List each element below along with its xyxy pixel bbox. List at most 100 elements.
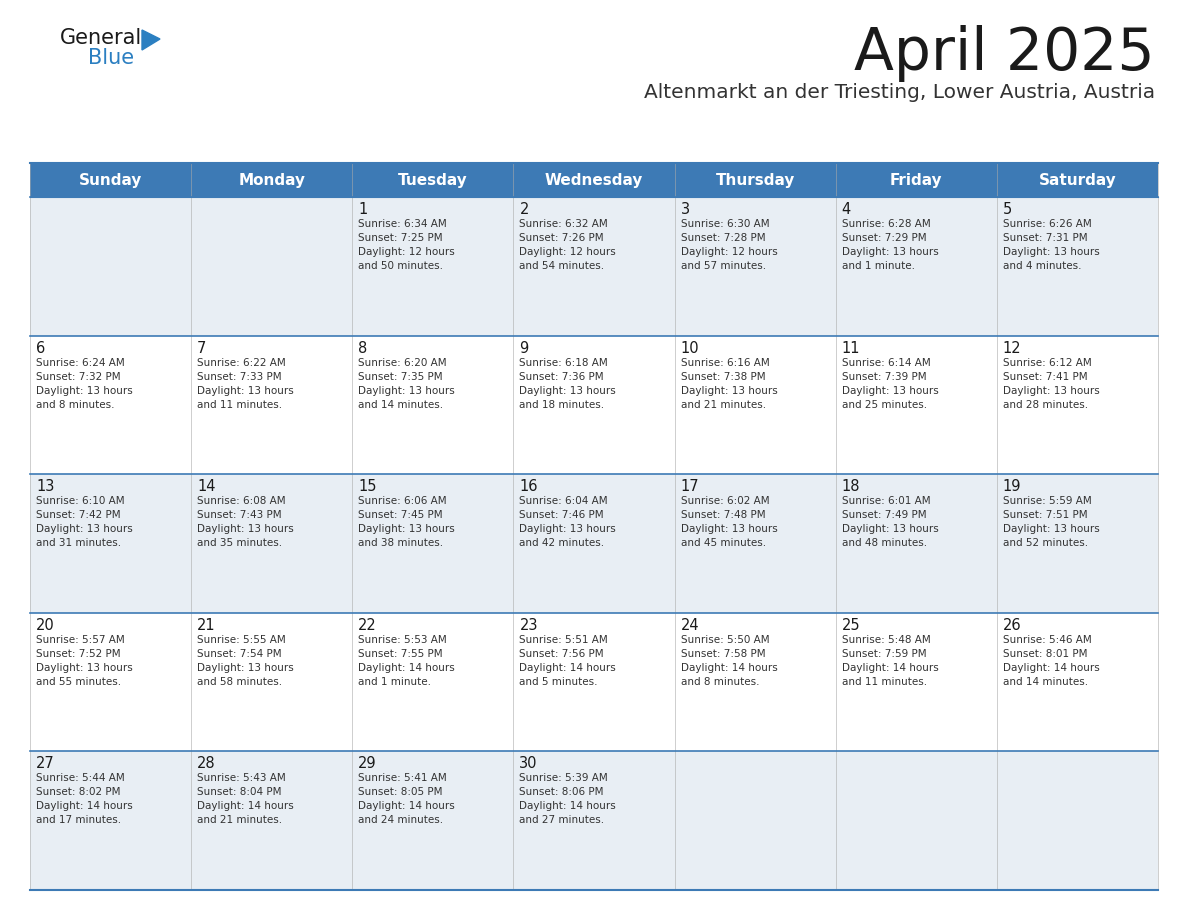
- Bar: [30, 336, 1158, 475]
- Text: Sunset: 7:35 PM: Sunset: 7:35 PM: [359, 372, 443, 382]
- Bar: [30, 475, 1158, 613]
- Text: and 1 minute.: and 1 minute.: [842, 261, 915, 271]
- Text: and 45 minutes.: and 45 minutes.: [681, 538, 766, 548]
- Text: Sunrise: 6:24 AM: Sunrise: 6:24 AM: [36, 358, 125, 367]
- Text: 16: 16: [519, 479, 538, 494]
- Text: Sunset: 7:55 PM: Sunset: 7:55 PM: [359, 649, 443, 659]
- Text: Daylight: 13 hours: Daylight: 13 hours: [197, 524, 293, 534]
- Text: Daylight: 14 hours: Daylight: 14 hours: [519, 801, 617, 812]
- Text: Daylight: 13 hours: Daylight: 13 hours: [1003, 247, 1100, 257]
- Text: Daylight: 13 hours: Daylight: 13 hours: [519, 524, 617, 534]
- Text: and 35 minutes.: and 35 minutes.: [197, 538, 283, 548]
- Text: 10: 10: [681, 341, 700, 355]
- Text: Sunset: 7:38 PM: Sunset: 7:38 PM: [681, 372, 765, 382]
- Text: Sunrise: 5:39 AM: Sunrise: 5:39 AM: [519, 773, 608, 783]
- Text: 6: 6: [36, 341, 45, 355]
- Text: Daylight: 12 hours: Daylight: 12 hours: [359, 247, 455, 257]
- Text: Sunrise: 6:06 AM: Sunrise: 6:06 AM: [359, 497, 447, 506]
- Text: 11: 11: [842, 341, 860, 355]
- Text: Daylight: 13 hours: Daylight: 13 hours: [681, 524, 777, 534]
- Text: and 14 minutes.: and 14 minutes.: [359, 399, 443, 409]
- Text: 20: 20: [36, 618, 55, 633]
- Polygon shape: [143, 30, 160, 50]
- Text: 29: 29: [359, 756, 377, 771]
- Text: and 27 minutes.: and 27 minutes.: [519, 815, 605, 825]
- Text: and 21 minutes.: and 21 minutes.: [681, 399, 766, 409]
- Text: Sunset: 7:29 PM: Sunset: 7:29 PM: [842, 233, 927, 243]
- Text: Daylight: 12 hours: Daylight: 12 hours: [519, 247, 617, 257]
- Text: 19: 19: [1003, 479, 1022, 494]
- Text: 25: 25: [842, 618, 860, 633]
- Text: and 55 minutes.: and 55 minutes.: [36, 677, 121, 687]
- Text: 9: 9: [519, 341, 529, 355]
- Text: 15: 15: [359, 479, 377, 494]
- Text: Sunrise: 5:48 AM: Sunrise: 5:48 AM: [842, 635, 930, 644]
- Text: Sunset: 7:58 PM: Sunset: 7:58 PM: [681, 649, 765, 659]
- Text: Daylight: 14 hours: Daylight: 14 hours: [359, 801, 455, 812]
- Bar: [30, 752, 1158, 890]
- Text: Sunset: 7:56 PM: Sunset: 7:56 PM: [519, 649, 604, 659]
- Text: 13: 13: [36, 479, 55, 494]
- Text: 23: 23: [519, 618, 538, 633]
- Text: Sunrise: 5:53 AM: Sunrise: 5:53 AM: [359, 635, 447, 644]
- Text: and 18 minutes.: and 18 minutes.: [519, 399, 605, 409]
- Text: Monday: Monday: [239, 173, 305, 187]
- Text: Daylight: 13 hours: Daylight: 13 hours: [842, 386, 939, 396]
- Text: 18: 18: [842, 479, 860, 494]
- Text: and 38 minutes.: and 38 minutes.: [359, 538, 443, 548]
- Text: Daylight: 14 hours: Daylight: 14 hours: [359, 663, 455, 673]
- Text: Thursday: Thursday: [715, 173, 795, 187]
- Text: Sunset: 7:31 PM: Sunset: 7:31 PM: [1003, 233, 1087, 243]
- Text: 27: 27: [36, 756, 55, 771]
- Text: Daylight: 14 hours: Daylight: 14 hours: [1003, 663, 1100, 673]
- Text: Sunset: 7:33 PM: Sunset: 7:33 PM: [197, 372, 282, 382]
- Text: Daylight: 14 hours: Daylight: 14 hours: [681, 663, 777, 673]
- Bar: [30, 613, 1158, 752]
- Text: and 54 minutes.: and 54 minutes.: [519, 261, 605, 271]
- Text: and 48 minutes.: and 48 minutes.: [842, 538, 927, 548]
- Text: Wednesday: Wednesday: [545, 173, 643, 187]
- Text: Sunrise: 6:34 AM: Sunrise: 6:34 AM: [359, 219, 447, 229]
- Text: Sunset: 8:04 PM: Sunset: 8:04 PM: [197, 788, 282, 798]
- Text: Sunset: 8:01 PM: Sunset: 8:01 PM: [1003, 649, 1087, 659]
- Text: and 8 minutes.: and 8 minutes.: [36, 399, 114, 409]
- Text: 28: 28: [197, 756, 216, 771]
- Text: Daylight: 13 hours: Daylight: 13 hours: [1003, 524, 1100, 534]
- Text: Daylight: 13 hours: Daylight: 13 hours: [197, 386, 293, 396]
- Text: 12: 12: [1003, 341, 1022, 355]
- Text: 24: 24: [681, 618, 700, 633]
- Text: Sunrise: 6:20 AM: Sunrise: 6:20 AM: [359, 358, 447, 367]
- Text: Sunset: 7:26 PM: Sunset: 7:26 PM: [519, 233, 604, 243]
- Text: Sunrise: 6:28 AM: Sunrise: 6:28 AM: [842, 219, 930, 229]
- Text: Sunset: 7:25 PM: Sunset: 7:25 PM: [359, 233, 443, 243]
- Text: 2: 2: [519, 202, 529, 217]
- Text: Saturday: Saturday: [1038, 173, 1117, 187]
- Text: and 21 minutes.: and 21 minutes.: [197, 815, 283, 825]
- Text: Sunrise: 6:22 AM: Sunrise: 6:22 AM: [197, 358, 286, 367]
- Text: Sunrise: 6:26 AM: Sunrise: 6:26 AM: [1003, 219, 1092, 229]
- Text: and 5 minutes.: and 5 minutes.: [519, 677, 598, 687]
- Text: Sunset: 7:43 PM: Sunset: 7:43 PM: [197, 510, 282, 521]
- Text: Sunrise: 6:18 AM: Sunrise: 6:18 AM: [519, 358, 608, 367]
- Text: Daylight: 14 hours: Daylight: 14 hours: [842, 663, 939, 673]
- Text: and 11 minutes.: and 11 minutes.: [197, 399, 283, 409]
- Text: Daylight: 13 hours: Daylight: 13 hours: [36, 524, 133, 534]
- Text: Sunrise: 6:32 AM: Sunrise: 6:32 AM: [519, 219, 608, 229]
- Text: Daylight: 13 hours: Daylight: 13 hours: [36, 386, 133, 396]
- Text: Sunrise: 5:59 AM: Sunrise: 5:59 AM: [1003, 497, 1092, 506]
- Text: 17: 17: [681, 479, 700, 494]
- Text: and 14 minutes.: and 14 minutes.: [1003, 677, 1088, 687]
- Text: Sunset: 8:05 PM: Sunset: 8:05 PM: [359, 788, 443, 798]
- Text: Sunrise: 6:12 AM: Sunrise: 6:12 AM: [1003, 358, 1092, 367]
- Text: and 17 minutes.: and 17 minutes.: [36, 815, 121, 825]
- Text: Sunrise: 5:46 AM: Sunrise: 5:46 AM: [1003, 635, 1092, 644]
- Text: and 4 minutes.: and 4 minutes.: [1003, 261, 1081, 271]
- Text: April 2025: April 2025: [854, 25, 1155, 82]
- Bar: [30, 197, 1158, 336]
- Text: Daylight: 13 hours: Daylight: 13 hours: [519, 386, 617, 396]
- Text: Sunset: 8:06 PM: Sunset: 8:06 PM: [519, 788, 604, 798]
- Text: Sunset: 7:51 PM: Sunset: 7:51 PM: [1003, 510, 1087, 521]
- Text: Daylight: 14 hours: Daylight: 14 hours: [519, 663, 617, 673]
- Text: Sunrise: 6:10 AM: Sunrise: 6:10 AM: [36, 497, 125, 506]
- Text: Daylight: 14 hours: Daylight: 14 hours: [36, 801, 133, 812]
